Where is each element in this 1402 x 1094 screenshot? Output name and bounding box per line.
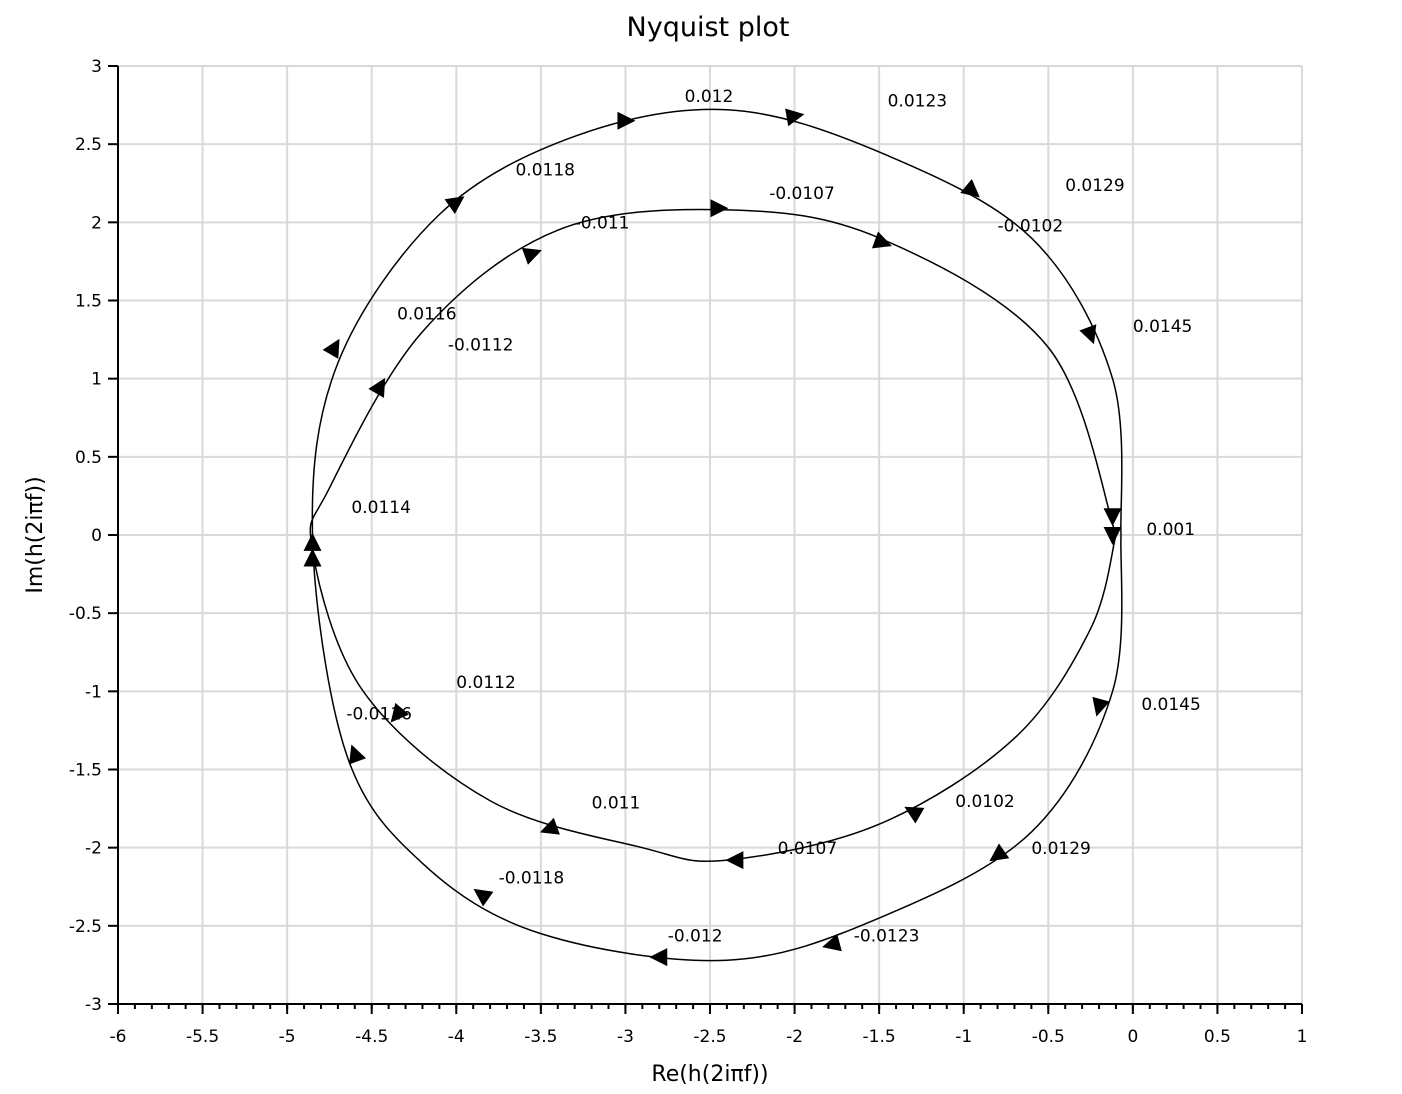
- y-tick-label: -2: [85, 839, 102, 859]
- direction-arrows: [303, 108, 1122, 967]
- frequency-label: 0.0118: [515, 160, 574, 180]
- direction-arrow: [539, 817, 560, 835]
- direction-arrow: [649, 948, 668, 967]
- y-tick-label: 3: [91, 57, 102, 77]
- frequency-label: 0.001: [1146, 520, 1195, 540]
- direction-arrow: [349, 744, 366, 765]
- frequency-label: -0.0112: [448, 336, 514, 356]
- x-tick-label: -1: [955, 1027, 972, 1047]
- frequency-label: 0.0129: [1031, 839, 1090, 859]
- frequency-label: 0.0129: [1065, 176, 1124, 196]
- x-tick-label: -3.5: [524, 1027, 557, 1047]
- x-tick-label: -5: [279, 1027, 296, 1047]
- x-tick-label: -3: [617, 1027, 634, 1047]
- frequency-labels: 0.012 0.0123 0.0118 0.0129 -0.0107 -0.011 -0.0…: [346, 87, 1200, 947]
- direction-arrow: [444, 196, 465, 214]
- y-tick-label: -2.5: [69, 917, 102, 937]
- x-tick-label: -4: [448, 1027, 465, 1047]
- direction-arrow: [725, 851, 744, 870]
- frequency-label: 0.012: [685, 87, 734, 107]
- direction-arrow: [473, 888, 494, 907]
- frequency-label: 0.0107: [778, 839, 837, 859]
- y-tick-label: 1: [91, 370, 102, 390]
- tick-labels: -6 -5.5 -5 -4.5 -4 -3.5 -3 -2.5 -2 -1.5 -1 -0.5 0 0.5…: [69, 57, 1308, 1047]
- direction-arrow: [710, 199, 729, 218]
- y-axis-label: Im(h(2iπf)): [23, 476, 48, 593]
- frequency-label: -0.0118: [499, 869, 565, 889]
- x-tick-label: 0.5: [1204, 1027, 1231, 1047]
- direction-arrow: [1103, 508, 1122, 527]
- x-tick-label: -1.5: [863, 1027, 896, 1047]
- y-tick-label: -1: [85, 682, 102, 702]
- direction-arrow: [303, 532, 322, 551]
- frequency-label: -0.011: [575, 214, 630, 234]
- direction-arrow: [390, 702, 410, 723]
- y-tick-label: -3: [85, 995, 102, 1015]
- x-tick-label: -4.5: [355, 1027, 388, 1047]
- x-tick-label: -0.5: [1032, 1027, 1065, 1047]
- direction-arrow: [785, 108, 805, 127]
- direction-arrow: [368, 377, 386, 398]
- direction-arrow: [1092, 696, 1110, 717]
- direction-arrow: [322, 338, 340, 359]
- frequency-label: -0.0123: [854, 926, 920, 946]
- x-tick-label: -5.5: [186, 1027, 219, 1047]
- frequency-label: -0.0107: [769, 184, 835, 204]
- frequency-label: 0.0145: [1141, 695, 1200, 715]
- x-tick-label: -2: [786, 1027, 803, 1047]
- frequency-label: -0.0102: [998, 217, 1064, 237]
- y-tick-label: 1.5: [75, 292, 102, 312]
- axes: [108, 65, 1303, 1014]
- direction-arrow: [521, 247, 542, 265]
- frequency-label: 0.011: [592, 794, 641, 814]
- y-tick-label: 2: [91, 213, 102, 233]
- frequency-label: 0.0114: [351, 498, 410, 518]
- x-tick-label: -6: [110, 1027, 127, 1047]
- frequency-label: 0.0123: [888, 92, 947, 112]
- direction-arrow: [960, 179, 980, 198]
- frequency-label: 0.0112: [456, 673, 515, 693]
- direction-arrow: [303, 548, 322, 567]
- y-tick-label: -1.5: [69, 761, 102, 781]
- y-tick-label: 0.5: [75, 448, 102, 468]
- x-tick-label: 1: [1297, 1027, 1308, 1047]
- direction-arrow: [617, 111, 636, 130]
- direction-arrow: [1103, 527, 1122, 545]
- grid: [117, 65, 1303, 1005]
- y-tick-label: 0: [91, 526, 102, 546]
- y-tick-label: 2.5: [75, 135, 102, 155]
- direction-arrow: [1079, 324, 1097, 345]
- direction-arrow: [822, 933, 842, 952]
- x-tick-label: -2.5: [693, 1027, 726, 1047]
- x-axis-label: Re(h(2iπf)): [651, 1062, 768, 1087]
- frequency-label: 0.0102: [955, 792, 1014, 812]
- frequency-label: -0.0116: [346, 704, 412, 724]
- frequency-label: 0.0145: [1133, 317, 1192, 337]
- frequency-label: -0.012: [668, 926, 723, 946]
- frequency-label: 0.0116: [397, 304, 456, 324]
- direction-arrow: [871, 231, 892, 249]
- direction-arrow: [904, 806, 925, 824]
- direction-arrow: [989, 843, 1010, 862]
- y-tick-label: -0.5: [69, 604, 102, 624]
- chart-title: Nyquist plot: [627, 12, 790, 43]
- x-tick-label: 0: [1127, 1027, 1138, 1047]
